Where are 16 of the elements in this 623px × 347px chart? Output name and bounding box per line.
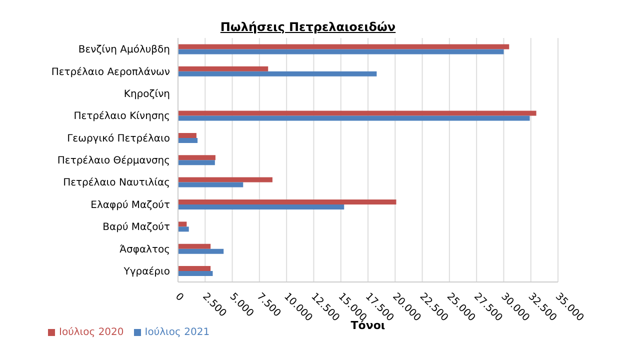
y-tick-label: Ελαφρύ Μαζούτ xyxy=(90,200,170,211)
y-tick-label: Βενζίνη Αμόλυβδη xyxy=(78,44,170,56)
x-axis-title: Τόνοι xyxy=(350,319,386,332)
y-tick-label: Βαρύ Μαζούτ xyxy=(102,222,170,234)
y-tick-label: Κηροζίνη xyxy=(124,89,170,100)
y-tick-label: Πετρέλαιο Θέρμανσης xyxy=(57,156,170,167)
y-tick-label: Γεωργικό Πετρέλαιο xyxy=(67,133,170,144)
y-tick-label: Πετρέλαιο Αεροπλάνων xyxy=(51,66,170,78)
y-tick-label: Υγραέριο xyxy=(122,266,170,278)
y-tick-label: Πετρέλαιο Ναυτιλίας xyxy=(63,178,170,189)
y-tick-label: Άσφαλτος xyxy=(120,244,170,256)
y-tick-label: Πετρέλαιο Κίνησης xyxy=(74,111,170,122)
x-tick-label: 0 xyxy=(173,291,186,304)
legend-label: Ιούλιος 2021 xyxy=(144,327,210,338)
legend-label: Ιούλιος 2020 xyxy=(59,327,124,338)
chart-title: Πωλήσεις Πετρελαιοειδών xyxy=(219,20,397,34)
